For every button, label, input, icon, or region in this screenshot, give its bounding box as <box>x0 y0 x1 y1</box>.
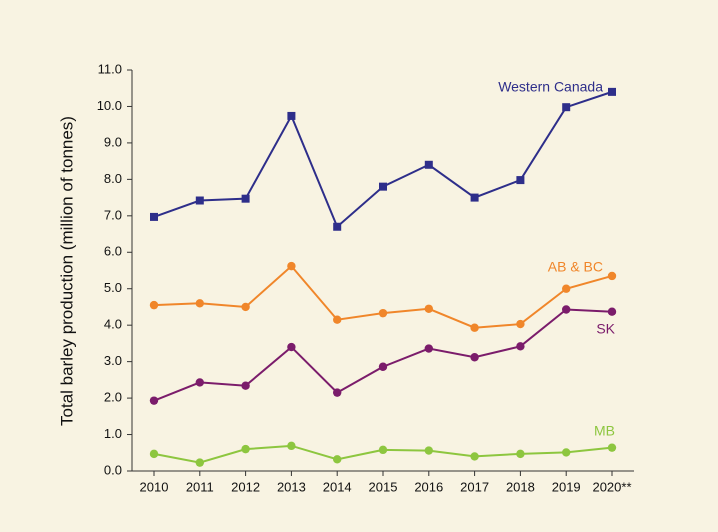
series-label: Western Canada <box>498 79 603 95</box>
x-tick-label: 2010 <box>140 479 169 494</box>
x-tick-label: 2012 <box>231 479 260 494</box>
point <box>195 196 204 205</box>
x-tick-label: 2016 <box>414 479 443 494</box>
point <box>150 212 158 221</box>
y-tick-label: 6.0 <box>104 244 122 259</box>
y-tick-label: 11.0 <box>98 61 122 76</box>
point <box>241 444 250 454</box>
y-tick-label: 0.0 <box>104 462 122 477</box>
point <box>608 87 616 96</box>
point <box>562 103 571 112</box>
point <box>424 446 433 455</box>
y-tick-label: 3.0 <box>104 353 122 368</box>
point <box>149 300 159 310</box>
point <box>607 443 617 452</box>
x-tick-label: 2018 <box>506 479 535 494</box>
x-tick-label: 2013 <box>277 479 306 494</box>
point <box>424 344 433 353</box>
point <box>607 307 617 316</box>
point <box>195 378 204 387</box>
y-tick-label: 7.0 <box>104 207 122 222</box>
point <box>287 261 296 271</box>
point <box>378 308 388 318</box>
point <box>149 396 159 405</box>
point <box>378 362 388 371</box>
point <box>333 455 342 464</box>
point <box>516 176 525 185</box>
y-tick-label: 10.0 <box>97 98 122 113</box>
point <box>470 193 479 202</box>
point <box>287 111 296 120</box>
point <box>241 194 250 203</box>
y-tick-label: 1.0 <box>104 426 122 441</box>
point <box>149 449 159 459</box>
y-tick-label: 8.0 <box>104 171 122 186</box>
series-label: AB & BC <box>548 259 603 275</box>
point <box>424 160 433 169</box>
point <box>470 323 479 332</box>
y-tick-label: 9.0 <box>104 134 122 149</box>
point <box>333 315 342 324</box>
point <box>470 452 479 461</box>
point <box>562 284 571 293</box>
x-tick-label: 2020** <box>592 479 631 494</box>
x-tick-label: 2011 <box>186 479 214 494</box>
y-axis-title: Total barley production (million of tonn… <box>57 116 76 426</box>
point <box>241 302 250 312</box>
point <box>516 319 525 329</box>
x-tick-label: 2017 <box>460 479 489 494</box>
point <box>287 342 296 352</box>
point <box>607 271 617 281</box>
y-tick-label: 2.0 <box>104 390 122 405</box>
point <box>241 381 250 390</box>
point <box>287 441 296 451</box>
point <box>424 304 433 313</box>
series-label: MB <box>594 423 615 439</box>
point <box>562 305 571 314</box>
x-tick-label: 2019 <box>552 479 581 494</box>
x-tick-label: 2014 <box>323 479 352 494</box>
point <box>378 445 388 455</box>
point <box>195 299 204 308</box>
point <box>562 448 571 457</box>
series-label: SK <box>596 321 615 337</box>
y-tick-label: 5.0 <box>104 280 122 295</box>
x-tick-label: 2015 <box>369 479 398 494</box>
point <box>333 222 342 231</box>
y-tick-label: 4.0 <box>104 317 122 332</box>
point <box>516 449 525 459</box>
point <box>195 458 204 467</box>
point <box>516 342 525 351</box>
point <box>470 353 479 362</box>
point <box>333 388 342 397</box>
point <box>379 182 387 191</box>
